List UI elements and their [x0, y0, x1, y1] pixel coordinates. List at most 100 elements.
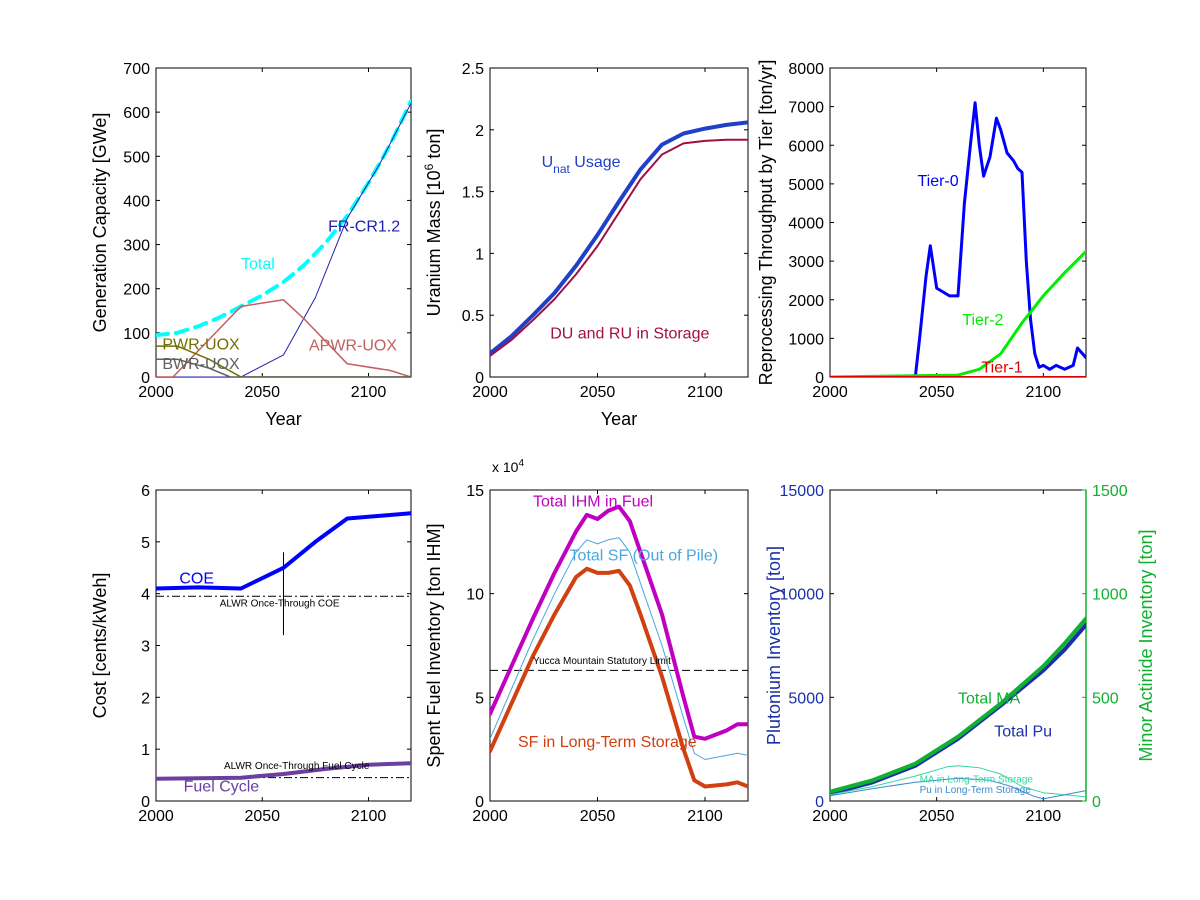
y-tick-label: 300	[123, 238, 150, 255]
y-tick-label: 2	[475, 123, 484, 140]
y-tick-label: 0	[141, 794, 150, 811]
series-annotation: Total SF (Out of Pile)	[570, 547, 719, 564]
y-right-tick-label: 0	[1092, 794, 1101, 811]
y-tick-label: 5000	[788, 177, 824, 194]
y-tick-label: 4	[141, 587, 150, 604]
series-annotation: PWR-UOX	[162, 337, 240, 354]
y-tick-label: 200	[123, 282, 150, 299]
y-tick-label: 0	[475, 370, 484, 387]
y-tick-label: 400	[123, 193, 150, 210]
x-tick-label: 2050	[919, 808, 955, 825]
chart-panel-4: 2000 2050 2100 0 1 2 3 4 5 6 Cost [cents/kWeh] ALWR…	[90, 483, 412, 825]
y-tick-label: 600	[123, 105, 150, 122]
x-tick-label: 2100	[1026, 384, 1062, 401]
reference-line-label: ALWR Once-Through Fuel Cycle	[224, 761, 370, 772]
y-right-tick-label: 1500	[1092, 483, 1128, 500]
plot-area	[156, 511, 411, 781]
chart-panel-3: 2000 2050 2100 0 1000 2000 3000 4000 5000 6000 700…	[756, 60, 1087, 401]
y-tick-label: 1000	[788, 331, 824, 348]
series-line-total-ma	[830, 616, 1086, 794]
chart-panel-1: 2000 2050 2100 0 100 200 300 400 500 600 700 Genera…	[90, 61, 412, 429]
y-right-tick-label: 1000	[1092, 587, 1128, 604]
y-tick-label: 3	[141, 639, 150, 656]
y-tick-label: 8000	[788, 61, 824, 78]
x-tick-label: 2100	[687, 384, 723, 401]
x-tick-label: 2000	[472, 808, 508, 825]
y-tick-label: 15	[466, 483, 484, 500]
y-tick-label: 5	[475, 690, 484, 707]
y-right-axis-label: Minor Actinide Inventory [ton]	[1136, 529, 1156, 761]
y-tick-label: 1	[141, 742, 150, 759]
x-tick-label: 2000	[138, 808, 174, 825]
x-tick-label: 2100	[351, 808, 387, 825]
series-annotation: Pu in Long-Term Storage	[920, 785, 1032, 796]
y-axis-label: Uranium Mass [106 ton]	[422, 129, 444, 317]
plot-area	[490, 504, 748, 789]
series-annotation: FR-CR1.2	[328, 218, 400, 235]
series-line-pu-in-long-term-storage	[830, 777, 1086, 800]
chart-panel-6: 2000 2050 2100 0 5000 10000 15000 0 500 1000 1500 P…	[764, 483, 1156, 825]
y-tick-label: 5000	[788, 690, 824, 707]
y-tick-label: 4000	[788, 216, 824, 233]
series-line-fuel-cycle	[156, 761, 411, 781]
y-tick-label: 2.5	[462, 61, 484, 78]
y-tick-label: 10000	[780, 587, 825, 604]
x-tick-label: 2000	[138, 384, 174, 401]
x-tick-label: 2000	[812, 808, 848, 825]
y-axis-label: Spent Fuel Inventory [ton IHM]	[424, 523, 444, 767]
x-tick-label: 2000	[812, 384, 848, 401]
series-annotation: Fuel Cycle	[184, 779, 260, 796]
y-tick-label: 0	[815, 370, 824, 387]
y-tick-label: 3000	[788, 254, 824, 271]
reference-line-label: ALWR Once-Through COE	[220, 599, 340, 610]
x-axis-label: Year	[601, 409, 637, 429]
series-line-ma-in-long-term-storage	[830, 765, 1086, 798]
y-tick-label: 100	[123, 326, 150, 343]
series-annotation: COE	[179, 570, 214, 587]
series-annotation: Tier-1	[981, 359, 1022, 376]
series-annotation-unat: Unat Usage	[542, 154, 621, 176]
y-right-tick-label: 500	[1092, 690, 1119, 707]
series-annotation: Tier-2	[962, 312, 1003, 329]
series-line-u-nat-usage	[490, 120, 748, 356]
series-annotation: APWR-UOX	[309, 338, 397, 355]
y-scale-label: x 104	[492, 458, 524, 475]
y-tick-label: 0.5	[462, 308, 484, 325]
series-annotation: DU and RU in Storage	[550, 326, 709, 343]
series-line-pwr-uox	[156, 345, 411, 377]
axes-box	[489, 489, 749, 802]
series-line-bwr-uox	[156, 358, 411, 377]
y-axis-label: Generation Capacity [GWe]	[90, 113, 110, 333]
series-annotation: Total Pu	[994, 724, 1052, 741]
x-tick-label: 2050	[244, 384, 280, 401]
series-annotation: Total IHM in Fuel	[533, 494, 653, 511]
y-axis-label: Cost [cents/kWeh]	[90, 573, 110, 719]
series-line-total-sf-out-of-pile-	[490, 537, 748, 760]
y-tick-label: 1.5	[462, 185, 484, 202]
series-line-du-and-ru-in-storage	[490, 138, 748, 357]
series-line-fr-cr1-2	[156, 102, 411, 377]
y-tick-label: 2000	[788, 293, 824, 310]
y-tick-label: 0	[815, 794, 824, 811]
series-line-tier-2	[830, 250, 1086, 377]
y-tick-label: 6000	[788, 138, 824, 155]
series-line-total-ihm-in-fuel	[490, 504, 748, 741]
chart-panel-2: 2000 2050 2100 0 0.5 1 1.5 2 2.5 Uranium Mass [10…	[422, 61, 749, 429]
y-tick-label: 5	[141, 535, 150, 552]
y-tick-label: 0	[475, 794, 484, 811]
x-tick-label: 2050	[580, 808, 616, 825]
series-annotation: BWR-UOX	[162, 356, 240, 373]
y-tick-label: 1	[475, 246, 484, 263]
series-annotation: Tier-0	[917, 173, 958, 190]
series-annotation: SF in Long-Term Storage	[518, 734, 697, 751]
y-tick-label: 700	[123, 61, 150, 78]
y-tick-label: 0	[141, 370, 150, 387]
y-tick-label: 7000	[788, 100, 824, 117]
axes-box	[829, 489, 1087, 802]
y-tick-label: 2	[141, 690, 150, 707]
axes-box	[829, 67, 1087, 378]
y-tick-label: 10	[466, 587, 484, 604]
y-axis-label: Reprocessing Throughput by Tier [ton/yr]	[756, 60, 776, 386]
x-tick-label: 2100	[687, 808, 723, 825]
y-tick-label: 6	[141, 483, 150, 500]
